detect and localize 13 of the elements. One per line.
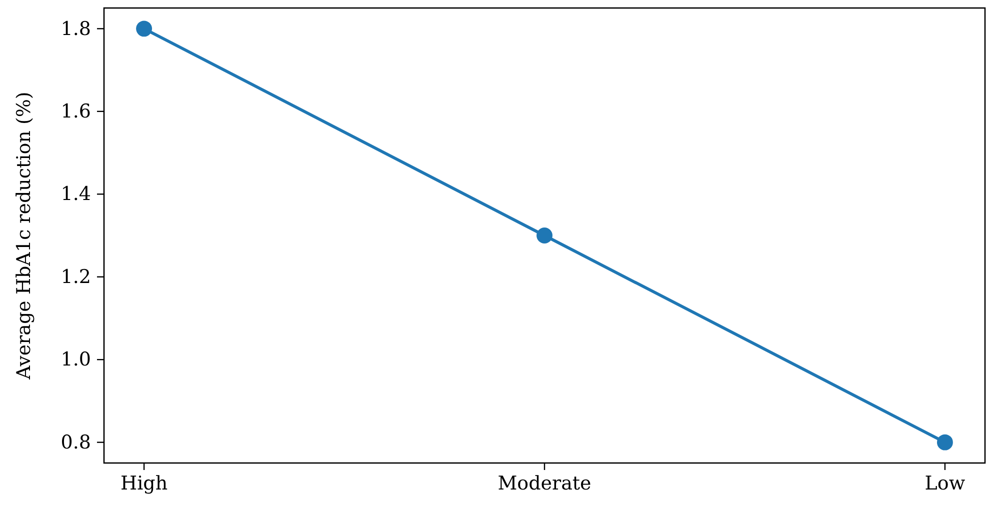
y-tick-label: 1.0 [60, 348, 91, 371]
point [136, 20, 152, 37]
y-tick-label: 1.2 [60, 266, 91, 288]
point [936, 434, 953, 450]
y-tick-label: 0.8 [60, 431, 91, 454]
y-axis-title: Average HbA1c reduction (%) [13, 92, 35, 380]
y-tick-label: 1.6 [60, 100, 91, 122]
y-tick-label: 1.8 [60, 18, 91, 40]
x-tick-label: Moderate [498, 472, 592, 494]
x-tick-label: High [120, 472, 168, 494]
y-tick-label: 1.4 [60, 183, 91, 206]
x-tick-label: Low [924, 472, 966, 494]
point [536, 228, 552, 244]
